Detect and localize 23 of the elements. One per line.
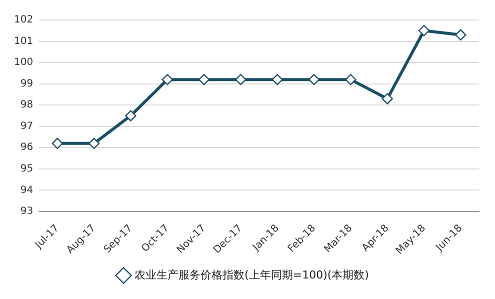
point [52,138,64,149]
point [125,110,136,122]
point [272,74,283,86]
y-tick-label: 93 [20,206,34,218]
point [235,74,246,86]
legend-label: 农业生产服务价格指数(上年同期=100)(本期数) [134,268,369,282]
y-tick-label: 97 [20,120,34,132]
y-tick-label: 101 [14,36,34,47]
y-tick-label: 102 [14,14,34,26]
y-tick-label: 99 [20,78,34,90]
y-tick-label: 96 [20,142,34,154]
point [418,25,430,36]
point [198,74,210,86]
point [382,93,393,104]
y-tick-label: 100 [14,57,34,68]
y-tick-label: 98 [20,100,34,111]
point [162,74,173,86]
y-tick-label: 95 [20,164,34,175]
point [88,138,100,149]
point [345,74,356,86]
point [308,74,320,86]
point [455,29,466,40]
y-tick-label: 94 [20,184,34,196]
